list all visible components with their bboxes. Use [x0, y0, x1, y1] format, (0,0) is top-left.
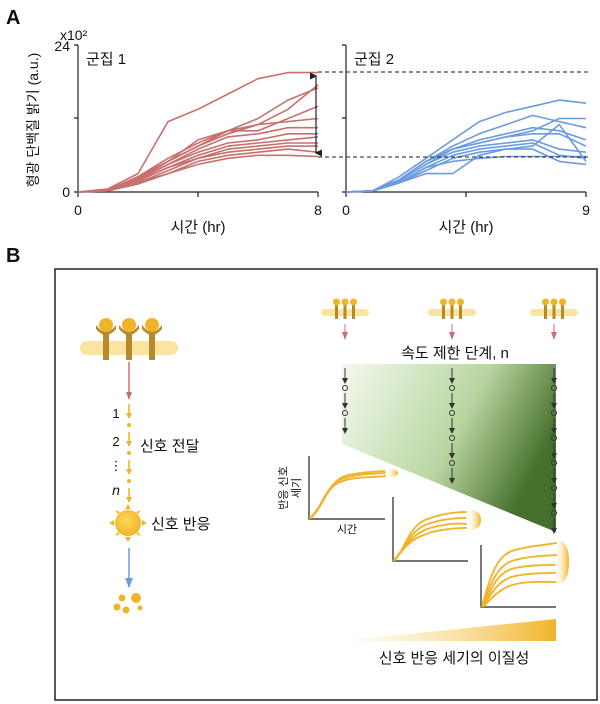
chart2-series-line-8: [345, 123, 587, 193]
signal-transduction-label: 신호 전달: [140, 438, 200, 455]
mini-chart-3: [480, 540, 569, 608]
step-intermediate-icon: [342, 410, 348, 416]
rate-limiting-step-columns: [342, 368, 557, 534]
chart2-x-tick-9: 9: [582, 202, 590, 218]
chart2-series-line-1: [345, 99, 587, 193]
chart1-series-line-12: [77, 154, 319, 193]
y-axis-label: 형광 단백질 밝기 (a.u.): [25, 53, 41, 188]
chart1-x-label: 시간 (hr): [170, 219, 225, 236]
step-intermediate-icon: [449, 385, 455, 391]
step-2-label: 2: [112, 434, 119, 449]
activation-arrows-small: [342, 324, 557, 340]
chart2-x-label: 시간 (hr): [438, 219, 493, 236]
step-intermediate-icon: [551, 510, 557, 516]
chart1-series-line-2: [77, 84, 319, 193]
step-intermediate-icon: [551, 385, 557, 391]
chart1-series-line-1: [77, 71, 318, 193]
chart1-x-tick-0: 0: [74, 202, 82, 218]
step-intermediate-icon: [449, 410, 455, 416]
step-intermediate-icon: [449, 460, 455, 466]
chart2-series-line-10: [345, 148, 587, 193]
chart-cluster-1: 군집 1 0 8 시간 (hr): [74, 44, 322, 236]
sun-response-icon: [109, 504, 147, 542]
output-molecules-icon: [113, 593, 143, 614]
signal-response-label: 신호 반응: [151, 516, 210, 533]
step-intermediate-icon: [342, 385, 348, 391]
panel-a-label: A: [6, 7, 20, 29]
rate-limiting-gradient-wedge: [342, 364, 556, 532]
y-tick-top: 24: [54, 38, 70, 54]
panel-b-label: B: [6, 245, 20, 267]
step-intermediate-icon: [449, 435, 455, 441]
chart1-title: 군집 1: [86, 51, 126, 68]
mini-y-label-2: 세기: [290, 478, 303, 498]
mini-y-label-1: 반응 신호: [277, 466, 290, 510]
chart2-x-tick-0: 0: [342, 202, 350, 218]
step-1-label: 1: [112, 406, 119, 421]
receptor-small-icons: [321, 298, 578, 319]
step-intermediate-icon: [551, 410, 557, 416]
signal-cascade: [126, 404, 132, 503]
step-intermediate-icon: [551, 485, 557, 491]
step-ellipsis-label: ⋮: [110, 458, 123, 473]
step-intermediate-icon: [551, 435, 557, 441]
y-tick-zero: 0: [62, 184, 70, 200]
mini-x-label: 시간: [337, 523, 357, 536]
mini-chart-2: [392, 497, 481, 562]
chart2-series-line-6: [345, 139, 587, 193]
chart2-series-line-7: [345, 142, 587, 193]
panel-b-frame: [54, 268, 598, 701]
step-intermediate-icon: [551, 460, 557, 466]
chart2-series-line-2: [345, 114, 587, 193]
mini-chart-1: 시간 반응 신호 세기: [277, 456, 398, 536]
chart2-series-line-5: [345, 133, 587, 193]
y-multiplier: x10²: [60, 27, 88, 43]
chart-cluster-2: 군집 2 0 9 시간 (hr): [342, 44, 590, 236]
rate-limiting-steps-label: 속도 제한 단계, n: [401, 345, 509, 362]
receptor-cluster-icon: [80, 318, 178, 360]
heterogeneity-gradient-wedge: [340, 619, 556, 641]
chart1-series-line-6: [77, 126, 318, 193]
chart1-x-tick-8: 8: [314, 202, 322, 218]
chart1-ticks: [74, 44, 319, 197]
chart2-title: 군집 2: [354, 51, 394, 68]
chart2-ticks: [342, 44, 587, 197]
heterogeneity-label: 신호 반응 세기의 이질성: [379, 650, 530, 667]
step-n-label: n: [112, 482, 120, 498]
